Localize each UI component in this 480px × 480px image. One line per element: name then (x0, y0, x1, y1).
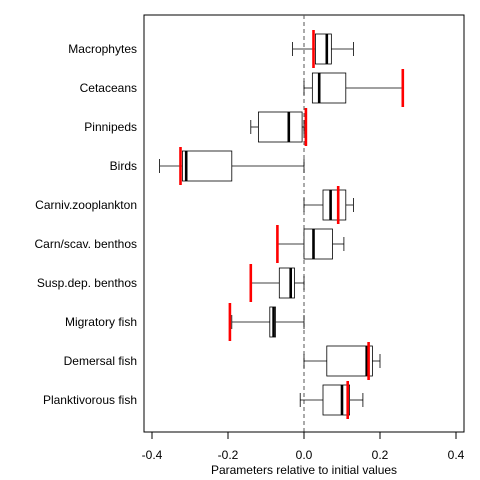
category-label: Demersal fish (64, 354, 137, 368)
x-tick-label: 0.0 (296, 448, 313, 462)
category-label: Carn/scav. benthos (35, 237, 138, 251)
iqr-box (322, 189, 347, 221)
box-5 (276, 225, 345, 263)
category-label: Carniv.zooplankton (35, 198, 137, 212)
category-label: Birds (110, 159, 137, 173)
category-label: Planktivorous fish (43, 393, 137, 407)
iqr-box (278, 267, 295, 299)
box-0 (292, 30, 354, 68)
boxes-layer (159, 30, 405, 419)
category-label: Susp.dep. benthos (37, 276, 137, 290)
category-label: Migratory fish (65, 315, 137, 329)
iqr-box (303, 228, 333, 260)
box-4 (303, 186, 354, 224)
x-tick-label: -0.4 (142, 448, 163, 462)
box-7 (228, 303, 305, 341)
x-axis-label: Parameters relative to initial values (211, 463, 397, 477)
iqr-box (257, 111, 303, 143)
box-8 (303, 342, 381, 380)
box-9 (299, 381, 364, 419)
iqr-box (314, 33, 332, 65)
category-label: Macrophytes (68, 42, 137, 56)
category-label: Cetaceans (80, 81, 137, 95)
box-3 (159, 147, 305, 185)
x-tick-label: 0.2 (372, 448, 389, 462)
x-axis: -0.4 -0.2 0.0 0.2 0.4 (142, 431, 465, 462)
box-1 (303, 69, 405, 107)
x-tick-label: 0.4 (448, 448, 465, 462)
category-labels-layer: Macrophytes Cetaceans Pinnipeds Birds Carniv… (35, 42, 138, 407)
iqr-box (326, 345, 373, 377)
iqr-box (311, 72, 347, 104)
plot-frame (143, 14, 465, 433)
category-label: Pinnipeds (84, 120, 137, 134)
iqr-box (322, 384, 351, 416)
box-2 (250, 108, 308, 146)
box-6 (249, 264, 305, 302)
iqr-box (181, 150, 233, 182)
x-tick-label: -0.2 (218, 448, 239, 462)
